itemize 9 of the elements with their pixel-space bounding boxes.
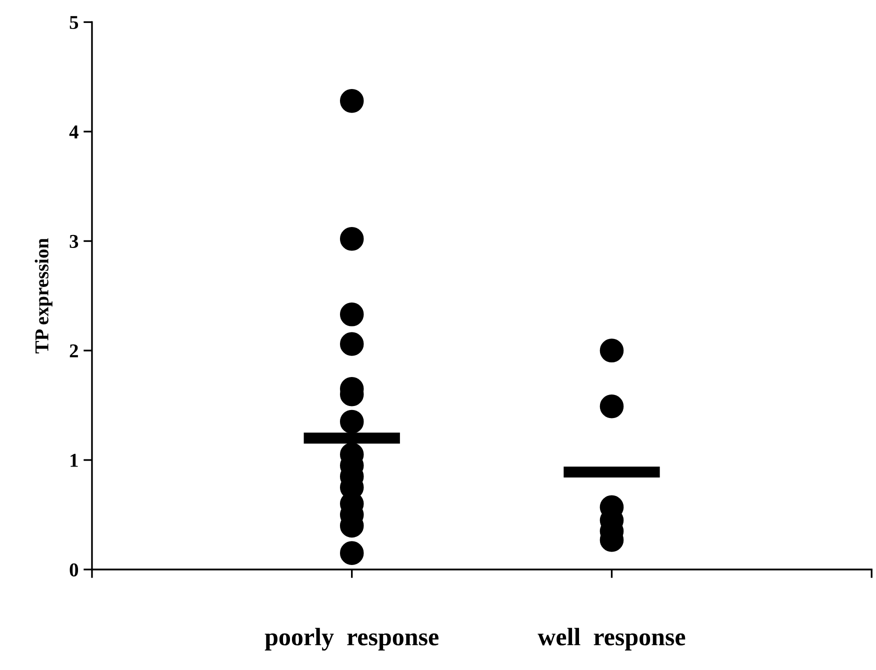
x-tick-label: poorly response <box>264 628 438 651</box>
y-tick-label: 2 <box>70 344 78 358</box>
y-axis-title: TP expression <box>34 238 52 354</box>
y-tick-label: 1 <box>70 454 78 467</box>
y-tick-label: 4 <box>69 126 78 138</box>
y-tick-label: 5 <box>70 16 78 30</box>
y-tick-label: 3 <box>70 234 78 248</box>
x-tick-label: well response <box>538 628 686 651</box>
y-tick-label: 0 <box>70 563 78 576</box>
